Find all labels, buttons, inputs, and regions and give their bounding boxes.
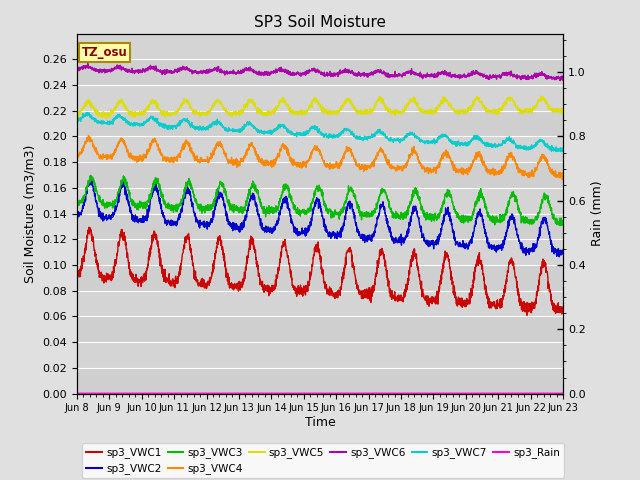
sp3_VWC7 bbox=[559, 148, 567, 154]
sp3_VWC6 bbox=[530, 72, 538, 78]
sp3_VWC6 bbox=[516, 74, 524, 80]
sp3_VWC4 bbox=[209, 151, 216, 157]
sp3_VWC5 bbox=[209, 105, 216, 110]
sp3_Rain bbox=[461, 390, 468, 396]
sp3_VWC2 bbox=[87, 176, 95, 181]
sp3_VWC5 bbox=[73, 111, 81, 117]
Bar bbox=[77, 111, 563, 136]
sp3_VWC2 bbox=[516, 242, 524, 248]
Line: sp3_VWC6: sp3_VWC6 bbox=[77, 63, 563, 81]
sp3_VWC3 bbox=[516, 212, 524, 217]
sp3_VWC3 bbox=[556, 223, 564, 228]
sp3_VWC3 bbox=[87, 172, 95, 178]
sp3_VWC4 bbox=[73, 155, 81, 160]
sp3_VWC1 bbox=[531, 304, 538, 310]
sp3_VWC7 bbox=[557, 149, 564, 155]
sp3_VWC5 bbox=[102, 116, 110, 121]
sp3_Rain bbox=[73, 390, 81, 396]
sp3_VWC5 bbox=[461, 110, 469, 116]
Line: sp3_VWC3: sp3_VWC3 bbox=[77, 175, 563, 226]
sp3_VWC3 bbox=[559, 221, 567, 227]
sp3_VWC4 bbox=[530, 170, 538, 176]
Title: SP3 Soil Moisture: SP3 Soil Moisture bbox=[254, 15, 386, 30]
sp3_VWC3 bbox=[334, 212, 342, 217]
sp3_VWC2 bbox=[556, 254, 563, 260]
sp3_VWC7 bbox=[209, 120, 216, 126]
Legend: sp3_VWC1, sp3_VWC2, sp3_VWC3, sp3_VWC4, sp3_VWC5, sp3_VWC6, sp3_VWC7, sp3_Rain: sp3_VWC1, sp3_VWC2, sp3_VWC3, sp3_VWC4, … bbox=[82, 443, 564, 479]
Line: sp3_VWC5: sp3_VWC5 bbox=[77, 96, 563, 119]
sp3_VWC7 bbox=[73, 117, 81, 123]
sp3_VWC3 bbox=[73, 198, 81, 204]
sp3_VWC2 bbox=[334, 233, 342, 239]
sp3_VWC4 bbox=[84, 132, 92, 138]
sp3_VWC7 bbox=[334, 133, 342, 139]
sp3_VWC1 bbox=[85, 224, 93, 230]
sp3_VWC7 bbox=[530, 143, 538, 149]
X-axis label: Time: Time bbox=[305, 416, 335, 429]
sp3_VWC7 bbox=[516, 144, 524, 149]
sp3_VWC6 bbox=[556, 78, 564, 84]
sp3_VWC6 bbox=[84, 60, 92, 66]
sp3_VWC4 bbox=[461, 169, 469, 175]
sp3_VWC4 bbox=[516, 167, 524, 173]
Line: sp3_VWC4: sp3_VWC4 bbox=[77, 135, 563, 180]
sp3_Rain bbox=[530, 390, 538, 396]
Line: sp3_VWC7: sp3_VWC7 bbox=[77, 113, 563, 152]
sp3_VWC5 bbox=[334, 110, 342, 116]
sp3_VWC7 bbox=[344, 127, 352, 132]
sp3_VWC2 bbox=[344, 201, 352, 207]
sp3_VWC5 bbox=[559, 107, 567, 112]
Line: sp3_VWC2: sp3_VWC2 bbox=[77, 179, 563, 257]
sp3_Rain bbox=[559, 390, 567, 396]
sp3_VWC1 bbox=[344, 247, 352, 252]
sp3_VWC2 bbox=[209, 217, 216, 223]
sp3_VWC1 bbox=[559, 309, 567, 314]
Y-axis label: Soil Moisture (m3/m3): Soil Moisture (m3/m3) bbox=[24, 144, 36, 283]
sp3_VWC1 bbox=[516, 300, 524, 305]
sp3_VWC4 bbox=[344, 145, 352, 151]
sp3_VWC6 bbox=[334, 71, 342, 77]
Bar bbox=[77, 162, 563, 188]
sp3_VWC1 bbox=[461, 297, 469, 303]
sp3_VWC7 bbox=[461, 141, 469, 147]
sp3_VWC5 bbox=[344, 97, 352, 103]
sp3_VWC3 bbox=[209, 203, 216, 208]
sp3_VWC5 bbox=[530, 105, 538, 110]
sp3_VWC6 bbox=[73, 68, 81, 74]
sp3_VWC3 bbox=[530, 220, 538, 226]
Line: sp3_VWC1: sp3_VWC1 bbox=[77, 227, 563, 315]
sp3_VWC2 bbox=[73, 212, 81, 217]
Text: TZ_osu: TZ_osu bbox=[82, 46, 127, 59]
sp3_VWC2 bbox=[530, 246, 538, 252]
Y-axis label: Rain (mm): Rain (mm) bbox=[591, 181, 604, 246]
sp3_VWC4 bbox=[559, 177, 566, 182]
sp3_VWC7 bbox=[83, 110, 90, 116]
Bar bbox=[77, 316, 563, 342]
sp3_VWC3 bbox=[344, 187, 352, 193]
sp3_VWC6 bbox=[559, 77, 567, 83]
sp3_VWC1 bbox=[334, 295, 342, 301]
Bar bbox=[77, 368, 563, 394]
sp3_VWC3 bbox=[461, 218, 469, 224]
sp3_VWC1 bbox=[209, 265, 216, 271]
sp3_Rain bbox=[516, 390, 524, 396]
sp3_VWC6 bbox=[209, 67, 216, 73]
sp3_Rain bbox=[333, 390, 341, 396]
sp3_VWC4 bbox=[559, 168, 567, 174]
sp3_Rain bbox=[344, 390, 352, 396]
sp3_VWC1 bbox=[73, 273, 81, 278]
Bar bbox=[77, 214, 563, 240]
sp3_VWC6 bbox=[461, 74, 469, 80]
sp3_VWC2 bbox=[461, 246, 469, 252]
sp3_VWC1 bbox=[523, 312, 531, 318]
sp3_VWC2 bbox=[559, 247, 567, 252]
Bar bbox=[77, 265, 563, 291]
sp3_VWC4 bbox=[334, 165, 342, 171]
sp3_Rain bbox=[209, 390, 216, 396]
Bar bbox=[77, 60, 563, 85]
sp3_VWC5 bbox=[537, 93, 545, 99]
sp3_VWC6 bbox=[344, 68, 352, 74]
sp3_VWC5 bbox=[516, 110, 524, 116]
